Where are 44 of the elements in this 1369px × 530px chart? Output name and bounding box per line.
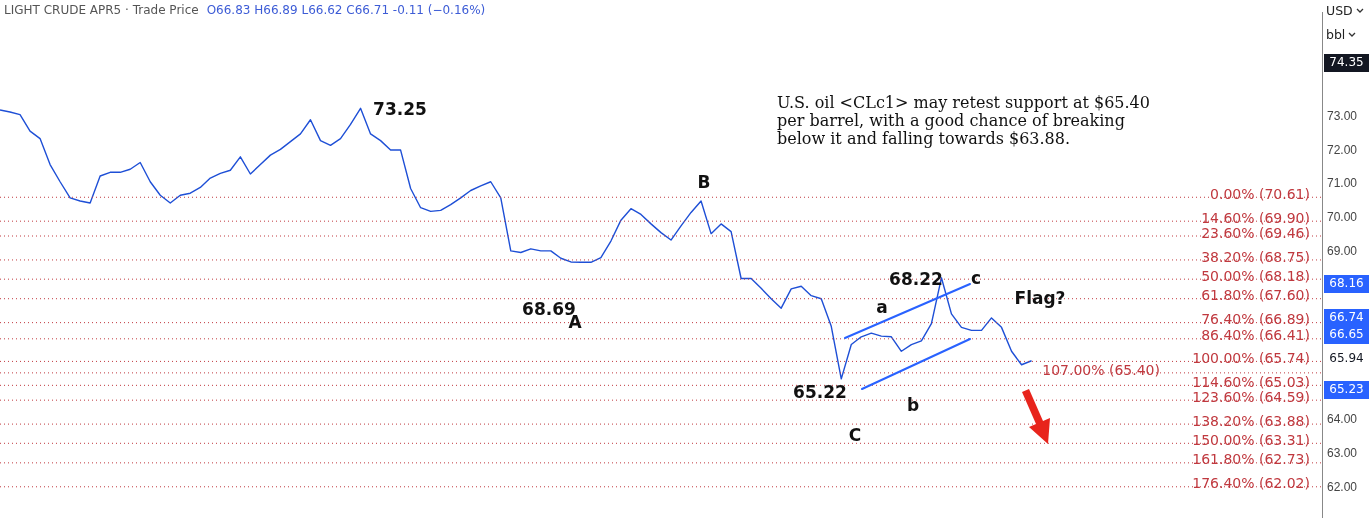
ref-line-label: 50.00% (68.18) bbox=[1201, 267, 1310, 284]
ref-line-label: 14.60% (69.90) bbox=[1201, 209, 1310, 226]
y-tick-label: 71.00 bbox=[1327, 176, 1358, 191]
y-tick-label: 62.00 bbox=[1327, 479, 1358, 494]
ref-line-label: 138.20% (63.88) bbox=[1192, 412, 1310, 429]
y-tick-label: 73.00 bbox=[1327, 109, 1358, 123]
text: 74.35 bbox=[1329, 55, 1364, 70]
text: 66.65 bbox=[1329, 327, 1364, 342]
annotation: Flag? bbox=[1014, 288, 1066, 309]
ref-line-label: 150.00% (63.31) bbox=[1192, 431, 1310, 448]
annotation: B bbox=[697, 172, 711, 193]
ref-line-label: 38.20% (68.75) bbox=[1201, 248, 1310, 265]
ref-line-label: 86.40% (66.41) bbox=[1201, 327, 1310, 344]
ref-line-label: 23.60% (69.46) bbox=[1201, 224, 1310, 241]
annotation: a bbox=[876, 297, 888, 318]
ref-line-label: 161.80% (62.73) bbox=[1192, 451, 1310, 468]
ref-line-label: 0.00% (70.61) bbox=[1210, 185, 1310, 202]
annotation: U.S. oil <CLc1> may retest support at $65.40 per barrel, with a good chance of breaking below it and falling towards $63.88. bbox=[777, 93, 1150, 148]
y-tick-label: 70.00 bbox=[1327, 210, 1358, 225]
ref-line-label: 176.40% (62.02) bbox=[1192, 475, 1310, 492]
text: bbl bbox=[1326, 27, 1346, 42]
text: 66.74 bbox=[1329, 310, 1364, 325]
annotation: 68.22 bbox=[889, 269, 943, 290]
chart-title: LIGHT CRUDE APR5 · Trade Price bbox=[4, 3, 199, 17]
ref-line-label: 100.00% (65.74) bbox=[1192, 350, 1310, 367]
ref-line-label: 123.60% (64.59) bbox=[1192, 388, 1310, 405]
text: USD bbox=[1326, 3, 1353, 18]
annotation: 65.22 bbox=[793, 382, 847, 403]
ref-line-label: 61.80% (67.60) bbox=[1201, 287, 1310, 304]
y-tick-label: 69.00 bbox=[1327, 243, 1358, 258]
annotation: 73.25 bbox=[373, 99, 427, 120]
ref-line-label: 76.40% (66.89) bbox=[1201, 311, 1310, 328]
y-tick-label: 63.00 bbox=[1327, 446, 1358, 461]
ref-line-label: 107.00% (65.40) bbox=[1042, 361, 1160, 378]
annotation: b bbox=[906, 395, 920, 416]
annotation: c bbox=[970, 268, 982, 289]
text: 65.23 bbox=[1329, 382, 1364, 397]
ref-line-label: 114.60% (65.03) bbox=[1192, 373, 1310, 390]
annotation: C bbox=[848, 425, 862, 446]
text: 68.16 bbox=[1329, 276, 1364, 291]
chart-subtitle: O66.83 H66.89 L66.62 C66.71 -0.11 (−0.16%) bbox=[206, 3, 486, 17]
y-tick-label: 64.00 bbox=[1327, 412, 1358, 427]
y-tick-label: 72.00 bbox=[1327, 142, 1358, 157]
text: 65.94 bbox=[1329, 351, 1364, 366]
